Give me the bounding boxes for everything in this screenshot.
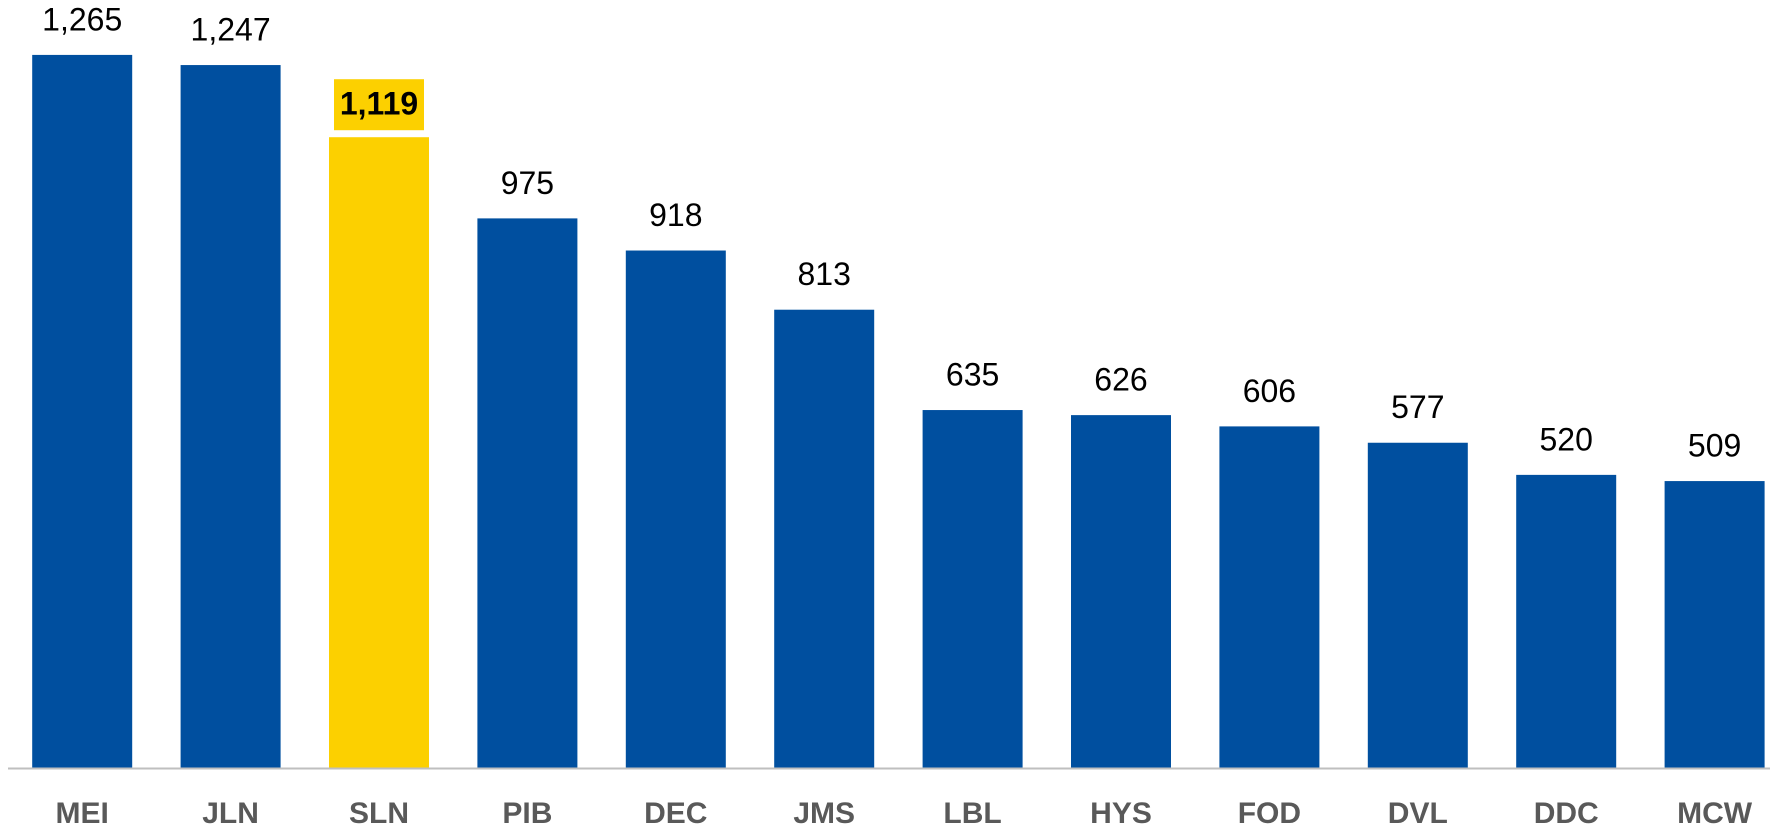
bar (1516, 474, 1617, 768)
bar (180, 65, 281, 769)
bar (1071, 415, 1171, 768)
value-label: 1,119 (340, 86, 418, 122)
value-label: 509 (1688, 428, 1741, 464)
x-tick-label: DVL (1388, 797, 1448, 830)
bar (774, 309, 875, 768)
x-tick-label: MCW (1677, 797, 1753, 830)
value-label: 918 (649, 197, 702, 233)
value-label: 1,265 (42, 1, 122, 37)
value-label: 577 (1391, 389, 1444, 425)
x-tick-label: JMS (793, 797, 855, 830)
x-tick-label: FOD (1238, 797, 1301, 830)
value-label-box (334, 79, 424, 131)
bar (1367, 442, 1468, 768)
value-label: 975 (501, 165, 554, 201)
bar (1219, 426, 1320, 768)
x-tick-label: PIB (502, 797, 552, 830)
x-tick-label: DEC (644, 797, 707, 830)
value-label: 606 (1243, 373, 1296, 409)
value-label: 813 (798, 256, 851, 292)
value-label: 626 (1094, 362, 1147, 398)
value-label: 520 (1540, 421, 1593, 457)
x-tick-label: JLN (202, 797, 259, 830)
x-tick-label: LBL (943, 797, 1001, 830)
value-label: 635 (946, 357, 999, 393)
bar (922, 410, 1023, 768)
x-tick-label: SLN (349, 797, 409, 830)
x-tick-label: DDC (1534, 797, 1599, 830)
bar (625, 250, 726, 768)
x-tick-label: HYS (1090, 797, 1152, 830)
bar (1664, 481, 1765, 768)
bar (329, 137, 429, 768)
bar (477, 218, 578, 768)
value-label: 1,247 (191, 12, 271, 48)
x-tick-label: MEI (56, 797, 109, 830)
bar (32, 54, 133, 769)
